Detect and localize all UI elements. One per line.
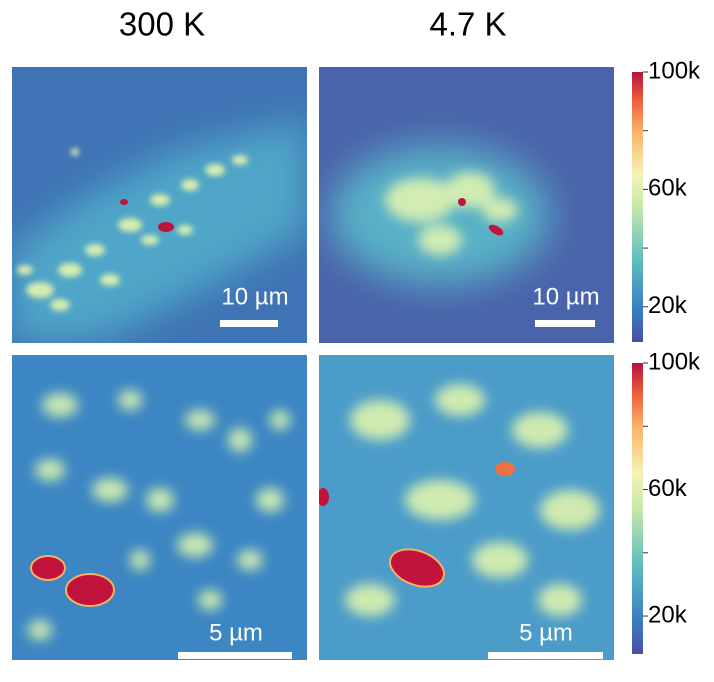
pl-map — [12, 67, 307, 343]
colorbars: 20k 60k 100k 20k 60k 100k — [632, 57, 701, 654]
scale-bar — [178, 652, 292, 659]
scale-bar — [535, 320, 595, 327]
scale-bar-label: 10 µm — [221, 283, 288, 310]
column-title: 4.7 K — [429, 6, 506, 43]
pl-map — [12, 355, 307, 660]
pl-map — [319, 355, 614, 660]
scale-bar — [488, 652, 603, 659]
colorbar-tick-label: 60k — [648, 175, 688, 202]
colorbar — [632, 72, 643, 342]
scale-bar-label: 5 µm — [519, 619, 573, 646]
scale-bar-label: 10 µm — [532, 283, 599, 310]
colorbar-tick-label: 20k — [648, 292, 688, 319]
colorbar-tick-label: 20k — [648, 601, 688, 628]
colorbar-tick-label: 100k — [648, 57, 701, 84]
colorbar — [632, 363, 643, 654]
scale-bar — [220, 320, 278, 327]
pl-map — [319, 67, 614, 343]
scale-bar-label: 5 µm — [209, 619, 263, 646]
colorbar-tick-label: 60k — [648, 475, 688, 502]
colorbar-tick-label: 100k — [648, 348, 701, 375]
column-title: 300 K — [119, 6, 205, 43]
